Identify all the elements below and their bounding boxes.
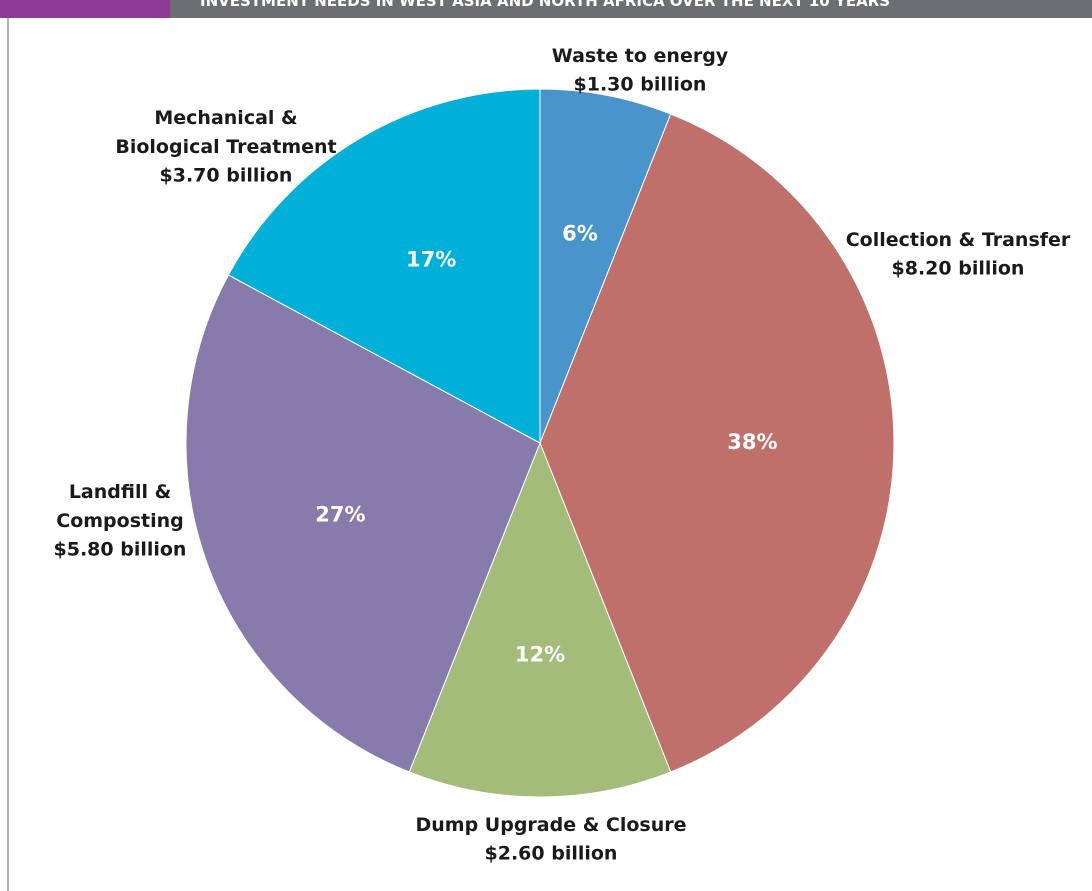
header-bar bbox=[170, 0, 1092, 18]
header-tab bbox=[0, 0, 170, 18]
pie-slice bbox=[408, 441, 672, 798]
value-label: $8.20 billion bbox=[892, 258, 1025, 280]
category-label-line: Collection & Transfer bbox=[846, 229, 1071, 251]
percent-label: 12% bbox=[515, 642, 565, 666]
category-label: Waste to energy bbox=[552, 45, 729, 67]
category-label: Mechanical & Biological Treatment bbox=[115, 107, 336, 158]
category-label-line: Dump Upgrade & Closure bbox=[415, 814, 686, 836]
value-label: $1.30 billion bbox=[574, 74, 707, 96]
category-label-line: Mechanical & bbox=[154, 107, 297, 129]
pie-slice bbox=[539, 113, 895, 773]
pie-slice bbox=[227, 88, 541, 444]
pie-slice bbox=[539, 88, 672, 444]
category-label: Landfill & Composting bbox=[56, 481, 183, 532]
value-label: $3.70 billion bbox=[160, 165, 293, 187]
category-label-line: Waste to energy bbox=[552, 45, 729, 67]
category-label-line: Landfill & bbox=[69, 481, 171, 503]
percent-label: 27% bbox=[315, 503, 365, 527]
value-label: $5.80 billion bbox=[54, 539, 187, 561]
category-label: Dump Upgrade & Closure bbox=[415, 814, 686, 836]
percent-label: 17% bbox=[406, 248, 456, 272]
value-label: $2.60 billion bbox=[485, 843, 618, 865]
category-label-line: Biological Treatment bbox=[115, 136, 336, 158]
category-label: Collection & Transfer bbox=[846, 229, 1071, 251]
category-label-line: Composting bbox=[56, 510, 183, 532]
pie-slice bbox=[185, 274, 541, 773]
chart-title: INVESTMENT NEEDS IN WEST ASIA AND NORTH … bbox=[200, 0, 890, 10]
percent-label: 6% bbox=[562, 221, 598, 245]
percent-label: 38% bbox=[727, 430, 777, 454]
